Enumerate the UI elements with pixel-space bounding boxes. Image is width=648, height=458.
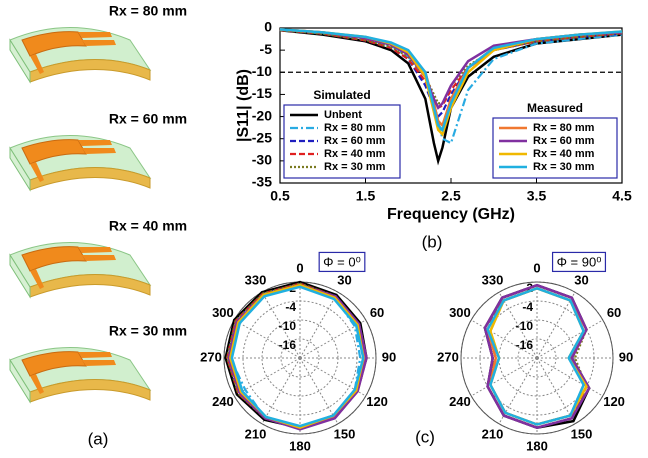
grid-spoke xyxy=(499,358,537,424)
theta-tick-label: 90 xyxy=(619,349,633,364)
theta-tick-label: 180 xyxy=(526,438,548,453)
grid-spoke xyxy=(300,292,338,358)
r-tick-label: -16 xyxy=(516,338,534,352)
panel-label: (b) xyxy=(422,232,443,251)
r-tick-label: -4 xyxy=(522,300,533,314)
theta-tick-label: 30 xyxy=(574,272,588,287)
theta-tick-label: 210 xyxy=(245,427,267,442)
theta-tick-label: 0 xyxy=(296,260,303,275)
theta-tick-label: 240 xyxy=(449,394,471,409)
theta-tick-label: 120 xyxy=(366,394,388,409)
y-tick-label: -15 xyxy=(252,85,272,101)
r-tick-label: -4 xyxy=(285,300,296,314)
grid-spoke xyxy=(537,358,575,424)
page: Rx = 80 mm Rx = 60 mm Rx = 40 mm Rx = 30… xyxy=(0,0,648,458)
y-tick-label: -35 xyxy=(252,174,272,190)
polar-title: Φ = 90⁰ xyxy=(557,254,602,269)
theta-tick-label: 0 xyxy=(533,260,540,275)
y-axis-title: |S11| (dB) xyxy=(235,69,252,142)
y-tick-label: -5 xyxy=(260,41,273,57)
theta-tick-label: 60 xyxy=(370,305,384,320)
r-tick-label: -16 xyxy=(279,338,297,352)
x-tick-label: 1.5 xyxy=(356,188,376,204)
panel-label: (c) xyxy=(415,427,435,446)
legend-label: Unbent xyxy=(324,109,362,121)
antenna-image xyxy=(10,28,150,83)
theta-tick-label: 90 xyxy=(382,349,396,364)
antenna-label: Rx = 60 mm xyxy=(109,111,187,127)
y-tick-label: -25 xyxy=(252,129,272,145)
legend-label: Rx = 80 mm xyxy=(533,122,595,134)
x-tick-label: 4.5 xyxy=(612,188,632,204)
polar-line xyxy=(488,288,584,424)
y-tick-label: 0 xyxy=(264,19,272,35)
legend-label: Rx = 60 mm xyxy=(533,135,595,147)
grid-spoke xyxy=(537,320,603,358)
antenna-image xyxy=(10,136,150,191)
x-tick-label: 0.5 xyxy=(270,188,290,204)
theta-tick-label: 330 xyxy=(245,272,267,287)
x-tick-label: 3.5 xyxy=(527,188,547,204)
theta-tick-label: 300 xyxy=(449,305,471,320)
theta-tick-label: 120 xyxy=(603,394,625,409)
theta-tick-label: 270 xyxy=(437,349,459,364)
legend-title: Measured xyxy=(527,101,583,115)
legend-label: Rx = 30 mm xyxy=(324,161,386,173)
theta-tick-label: 300 xyxy=(212,305,234,320)
grid-spoke xyxy=(262,358,300,424)
legend-label: Rx = 40 mm xyxy=(533,148,595,160)
grid-spoke xyxy=(537,292,575,358)
theta-tick-label: 180 xyxy=(289,438,311,453)
x-tick-label: 2.5 xyxy=(441,188,461,204)
grid-spoke xyxy=(471,358,537,396)
legend-title: Simulated xyxy=(313,88,370,102)
x-axis-title: Frequency (GHz) xyxy=(387,206,515,223)
antenna-label: Rx = 30 mm xyxy=(109,323,187,339)
antenna-image xyxy=(10,243,150,298)
polar-title: Φ = 0⁰ xyxy=(323,254,361,269)
antenna-label: Rx = 80 mm xyxy=(109,3,187,19)
theta-tick-label: 240 xyxy=(212,394,234,409)
antenna-label: Rx = 40 mm xyxy=(109,218,187,234)
grid-spoke xyxy=(537,358,603,396)
legend-label: Rx = 30 mm xyxy=(533,161,595,173)
theta-tick-label: 150 xyxy=(571,427,593,442)
antenna-image xyxy=(10,348,150,403)
grid-spoke xyxy=(300,358,338,424)
theta-tick-label: 210 xyxy=(482,427,504,442)
legend-label: Rx = 40 mm xyxy=(324,148,386,160)
theta-tick-label: 270 xyxy=(200,349,222,364)
theta-tick-label: 330 xyxy=(482,272,504,287)
y-tick-label: -30 xyxy=(252,152,272,168)
y-tick-label: -10 xyxy=(252,63,272,79)
grid-spoke xyxy=(234,358,300,396)
theta-tick-label: 60 xyxy=(607,305,621,320)
figure: Rx = 80 mm Rx = 60 mm Rx = 40 mm Rx = 30… xyxy=(0,0,648,458)
theta-tick-label: 30 xyxy=(337,272,351,287)
theta-tick-label: 150 xyxy=(334,427,356,442)
legend-label: Rx = 60 mm xyxy=(324,135,386,147)
y-tick-label: -20 xyxy=(252,107,272,123)
legend-label: Rx = 80 mm xyxy=(324,122,386,134)
panel-label: (a) xyxy=(88,429,109,448)
